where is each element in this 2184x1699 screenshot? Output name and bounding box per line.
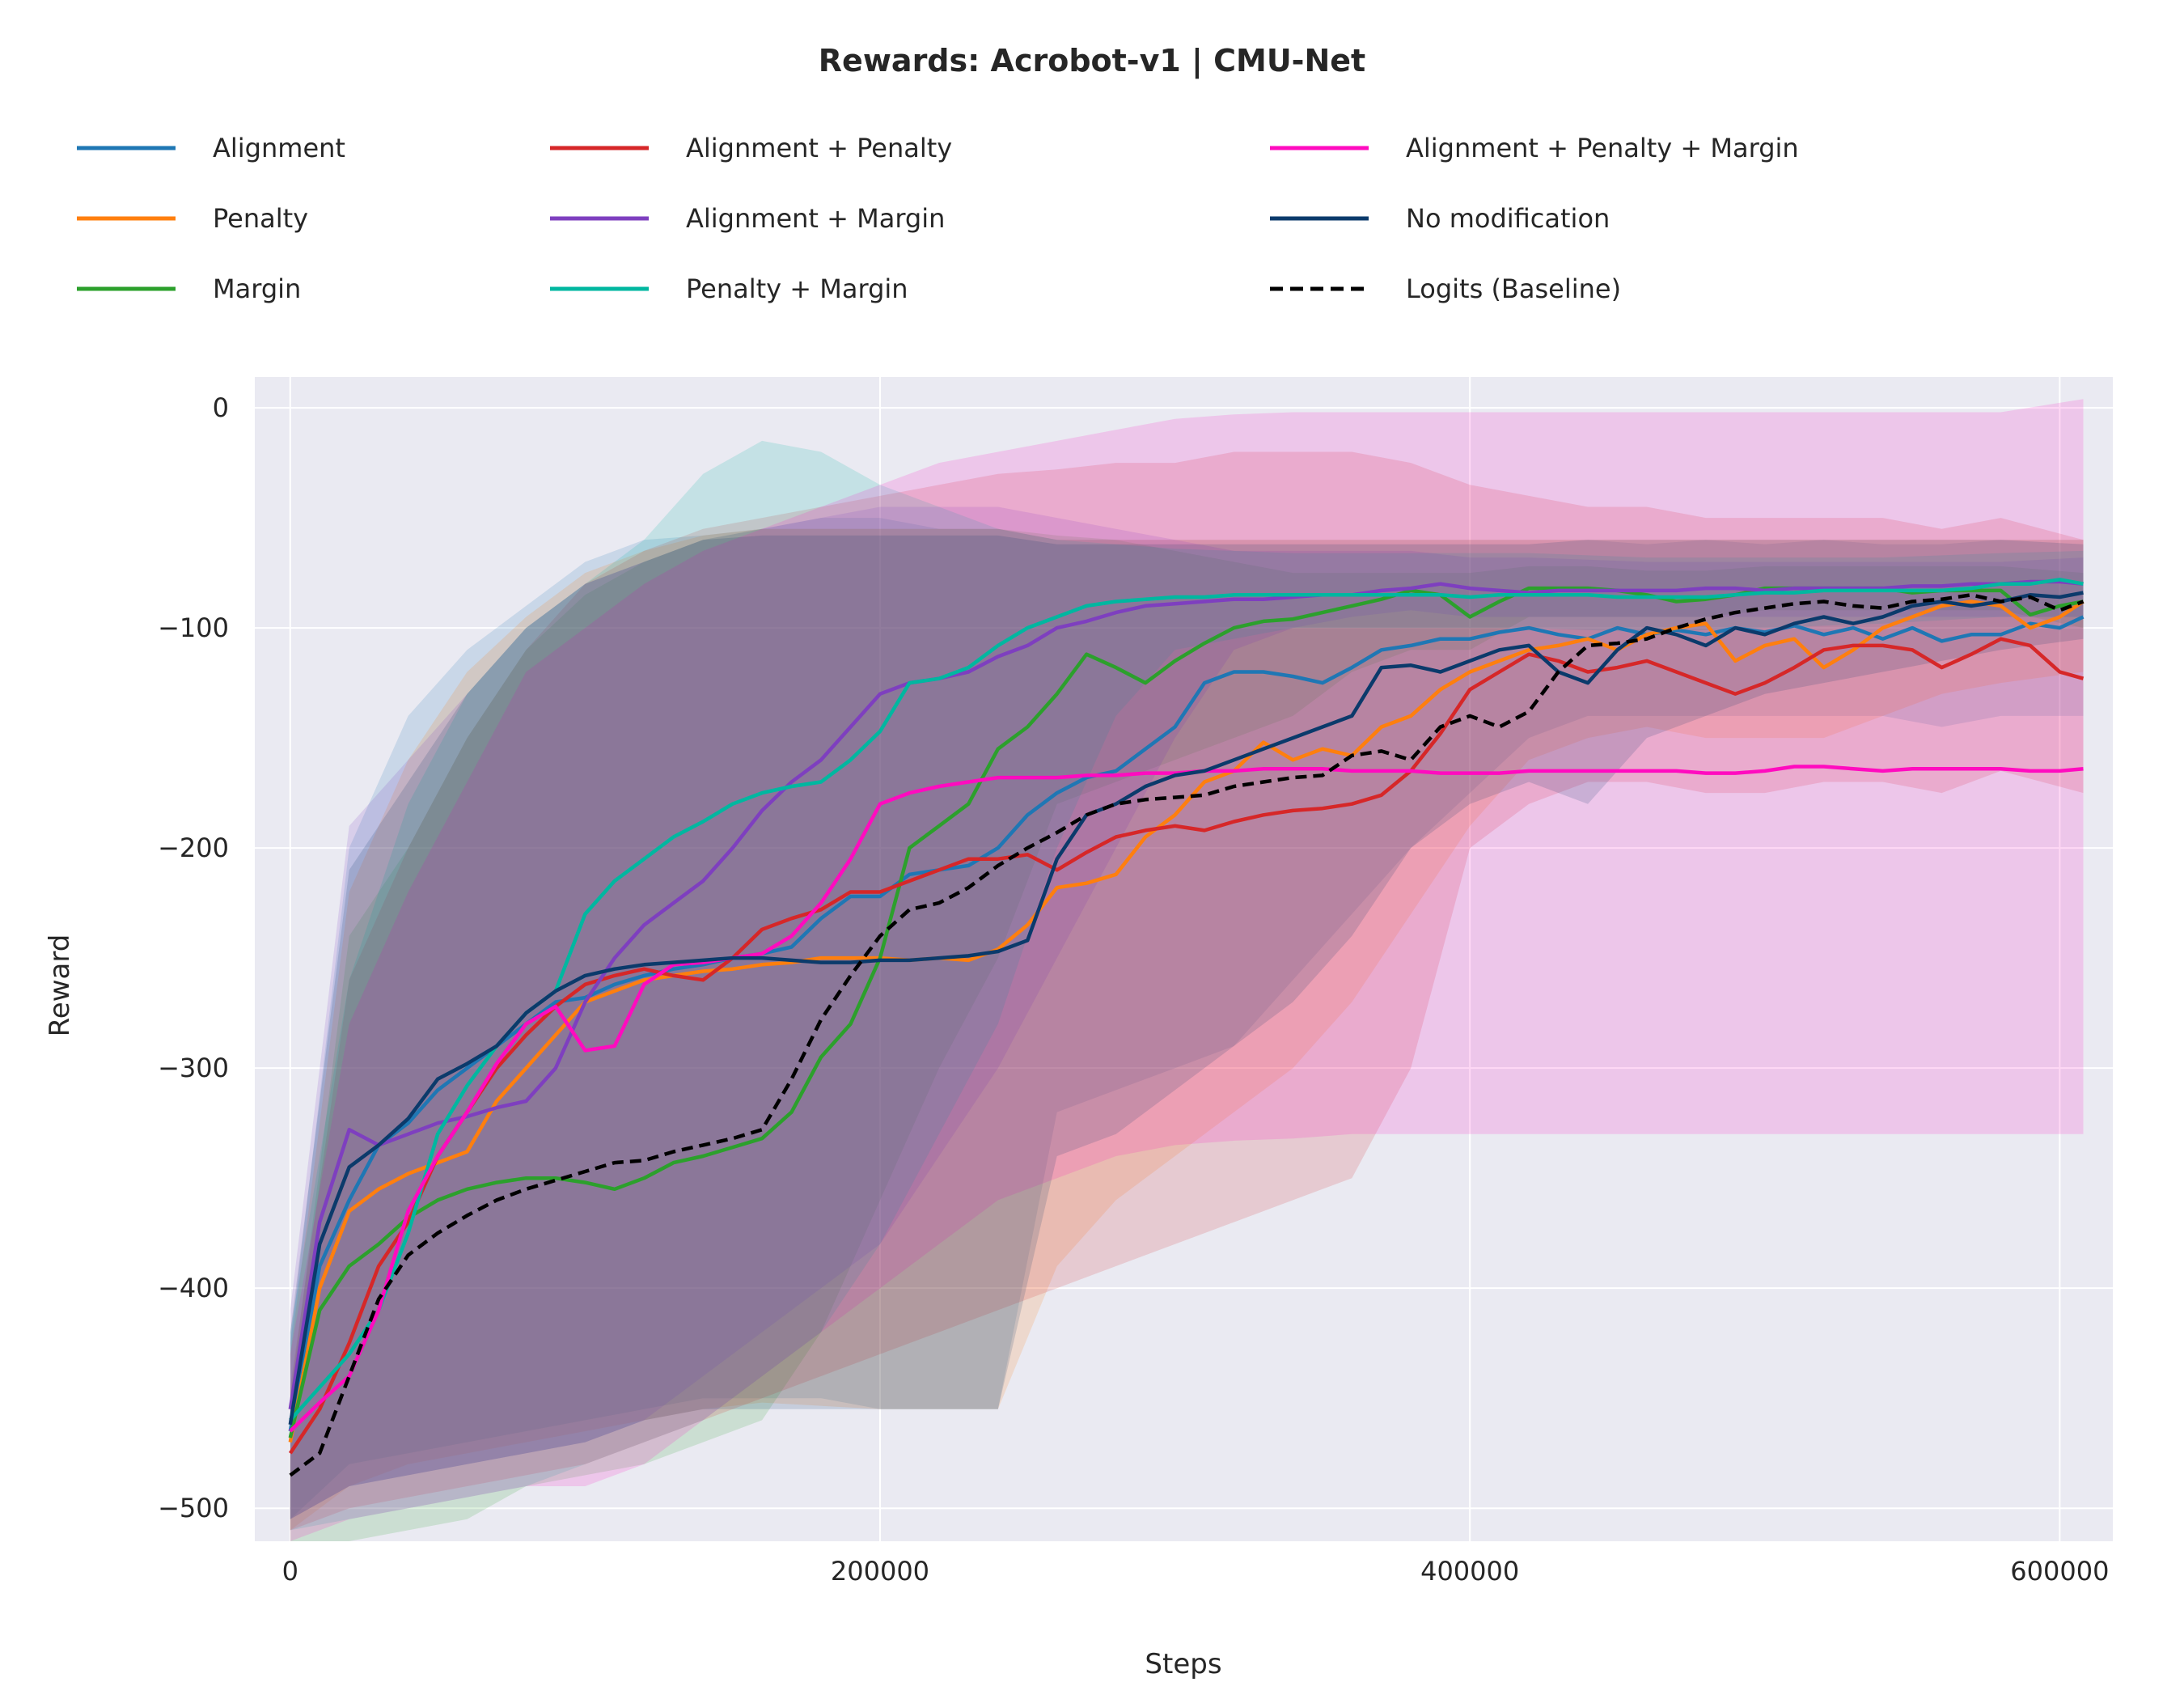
legend-label: No modification	[1406, 203, 1610, 234]
band-alignment-penalty-margin	[290, 399, 2084, 1541]
band-alignment-margin	[290, 506, 2084, 1519]
x-tick-label: 600000	[2010, 1556, 2109, 1587]
band-no-modification	[290, 535, 2084, 1519]
legend: Alignment Penalty Margin Alignment + Penalt…	[77, 133, 1799, 304]
legend-item-alignment-penalty: Alignment + Penalty	[550, 133, 952, 163]
series-line-no-modification	[288, 591, 2084, 1426]
series-line-alignment-margin	[288, 579, 2084, 1410]
legend-label: Alignment + Margin	[686, 203, 945, 234]
legend-item-logits-baseline: Logits (Baseline)	[1270, 273, 1621, 304]
legend-label: Alignment + Penalty	[686, 133, 952, 163]
legend-item-alignment-margin: Alignment + Margin	[550, 203, 945, 234]
legend-item-alignment-penalty-margin: Alignment + Penalty + Margin	[1270, 133, 1799, 163]
band-penalty-margin	[290, 440, 2084, 1531]
legend-item-penalty: Penalty	[77, 203, 308, 234]
legend-label: Margin	[213, 273, 301, 304]
band-penalty	[290, 528, 2084, 1531]
legend-label: Penalty + Margin	[686, 273, 908, 304]
x-tick-label: 0	[282, 1556, 298, 1587]
y-tick-label: 0	[213, 392, 229, 423]
y-tick-label: −200	[158, 833, 229, 863]
y-tick-label: −300	[158, 1053, 229, 1083]
x-axis-label: Steps	[1145, 1648, 1221, 1680]
legend-item-no-modification: No modification	[1270, 203, 1610, 234]
legend-label: Alignment	[213, 133, 345, 163]
band-margin	[290, 528, 2084, 1541]
series-line-logits-baseline	[289, 593, 2085, 1477]
y-tick-label: −100	[158, 612, 229, 643]
x-tick-label: 200000	[831, 1556, 929, 1587]
series-lines	[288, 578, 2085, 1477]
legend-label: Penalty	[213, 203, 308, 234]
legend-label: Logits (Baseline)	[1406, 273, 1621, 304]
confidence-bands	[290, 399, 2084, 1541]
y-tick-label: −400	[158, 1273, 229, 1303]
legend-item-penalty-margin: Penalty + Margin	[550, 273, 908, 304]
series-line-alignment-penalty	[288, 637, 2085, 1455]
plot-area	[255, 377, 2113, 1541]
legend-item-margin: Margin	[77, 273, 301, 304]
series-line-penalty	[288, 600, 2085, 1443]
y-axis-label: Reward	[44, 934, 76, 1037]
legend-item-alignment: Alignment	[77, 133, 345, 163]
legend-label: Alignment + Penalty + Margin	[1406, 133, 1799, 163]
chart-title: Rewards: Acrobot-v1 | CMU-Net	[819, 43, 1365, 79]
band-alignment	[290, 518, 2084, 1519]
series-line-penalty-margin	[289, 578, 2084, 1421]
tick-labels: 0 200000 400000 600000 0 −100 −200 −300 −400 −500	[158, 392, 2109, 1587]
y-tick-label: −500	[158, 1493, 229, 1523]
x-tick-label: 400000	[1420, 1556, 1519, 1587]
band-alignment-penalty	[290, 451, 2084, 1531]
